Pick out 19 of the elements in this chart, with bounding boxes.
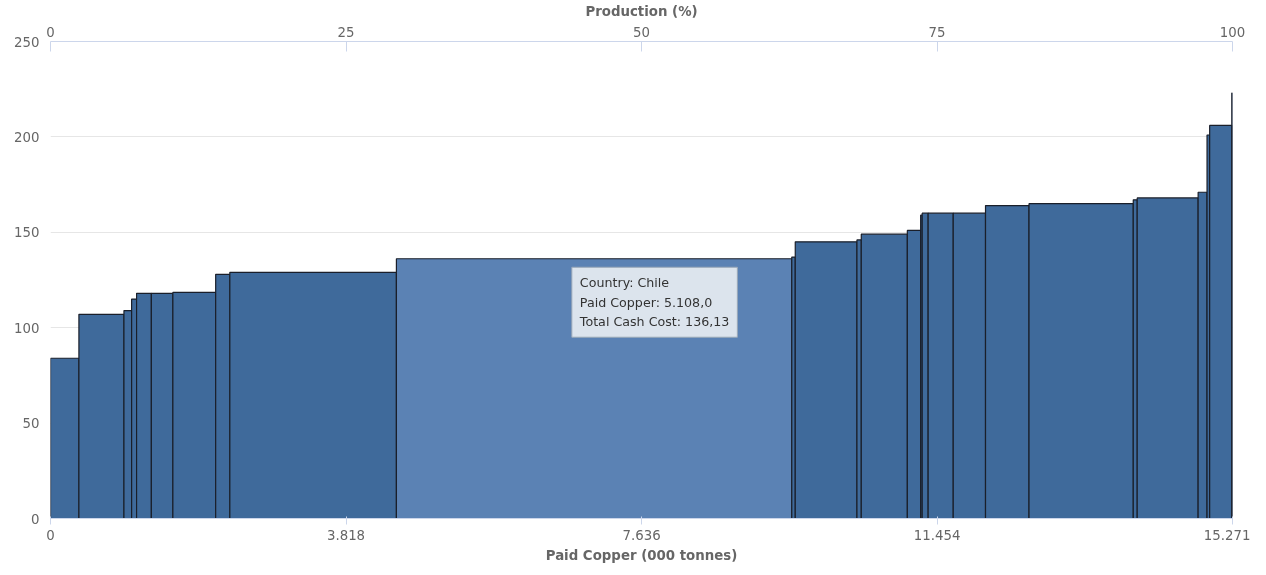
x-axis-title: Paid Copper (000 tonnes) <box>545 547 738 563</box>
y-tick-label: 0 <box>31 511 40 527</box>
y-tick-label: 150 <box>14 225 40 241</box>
x-tick-label: 3.818 <box>326 527 366 543</box>
x-tick-label: 11.454 <box>913 527 961 543</box>
x2-tick-label: 50 <box>633 24 650 40</box>
annotation: Country: Chile Paid Copper: 5.108,0 Total Cash Cost: 136,13 <box>578 275 730 330</box>
x2-tick-label: 0 <box>46 24 55 40</box>
x2-tick-label: 100 <box>1219 24 1246 40</box>
x2-tick-label: 75 <box>928 24 946 40</box>
x-tick-label: 7.636 <box>622 527 661 543</box>
x-tick-label: 15.271 <box>1203 527 1251 543</box>
x2-tick-label: 25 <box>337 24 355 40</box>
y-tick-label: 200 <box>14 129 40 145</box>
y-tick-label: 250 <box>14 34 40 50</box>
x-tick-label: 0 <box>46 527 55 543</box>
y-tick-label: 100 <box>14 320 40 336</box>
x2-axis-title: Production (%) <box>585 3 698 19</box>
y-tick-label: 50 <box>22 416 40 432</box>
